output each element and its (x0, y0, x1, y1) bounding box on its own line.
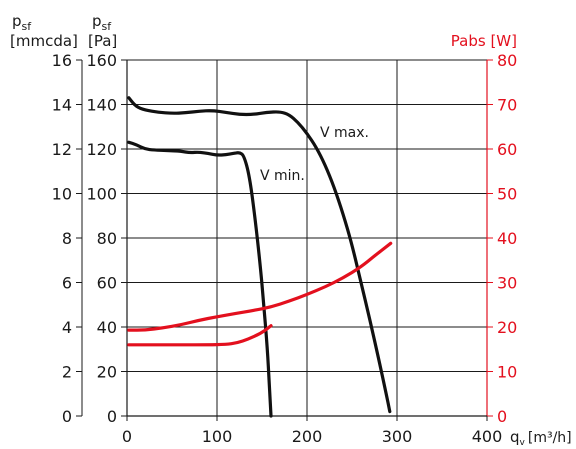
x-axis-title-main: q (510, 428, 520, 446)
y-left-outer-tick-label: 0 (62, 407, 72, 426)
y-left-inner-title-sub: sf (102, 20, 113, 33)
y-left-outer-tick-label: 2 (62, 363, 72, 382)
y-left-inner-tick-label: 20 (97, 363, 117, 382)
y-right-tick-label: 50 (497, 185, 517, 204)
curve-label-v-min: V min. (260, 168, 305, 184)
x-axis-title-unit: [m³/h] (528, 430, 572, 446)
series-line-v-min (127, 140, 273, 418)
x-tick-label: 300 (382, 427, 413, 446)
y-left-inner-tick-label: 100 (86, 185, 117, 204)
y-left-outer-tick-label: 6 (62, 274, 72, 293)
x-axis-title-sub: v (520, 438, 526, 448)
y-right-tick-label: 40 (497, 229, 517, 248)
y-right-title: Pabs [W] (451, 32, 517, 50)
y-left-outer-tick-label: 10 (52, 185, 72, 204)
y-left-inner-title: psf (92, 12, 112, 33)
y-left-outer-title-main: p (12, 12, 22, 30)
y-left-inner-tick-label: 140 (86, 96, 117, 115)
x-tick-label: 0 (122, 427, 132, 446)
x-axis-title: qv [m³/h] (510, 428, 572, 448)
series-line-v-max (127, 96, 392, 414)
y-right-tick-label: 0 (497, 407, 507, 426)
y-left-inner-title-main: p (92, 12, 102, 30)
axes: 0246810121416020406080100120140160010203… (52, 51, 518, 446)
x-tick-label: 400 (472, 427, 503, 446)
y-left-outer-tick-label: 4 (62, 318, 72, 337)
y-left-inner-tick-label: 60 (97, 274, 117, 293)
y-right-tick-label: 20 (497, 318, 517, 337)
y-left-outer-title: psf (12, 12, 32, 33)
y-left-inner-tick-label: 80 (97, 229, 117, 248)
curve-label-v-max: V max. (320, 125, 369, 141)
y-right-tick-label: 30 (497, 274, 517, 293)
y-right-tick-label: 10 (497, 363, 517, 382)
series-line-power-3 (127, 324, 273, 347)
series-line-power-2 (127, 241, 393, 332)
y-right-tick-label: 80 (497, 51, 517, 70)
y-left-inner-tick-label: 0 (107, 407, 117, 426)
y-right-tick-label: 70 (497, 96, 517, 115)
y-left-outer-tick-label: 14 (52, 96, 72, 115)
y-left-outer-title-sub: sf (22, 20, 33, 33)
x-tick-label: 100 (202, 427, 233, 446)
y-left-inner-tick-label: 40 (97, 318, 117, 337)
y-right-tick-label: 60 (497, 140, 517, 159)
y-left-outer-tick-label: 16 (52, 51, 72, 70)
y-left-inner-tick-label: 160 (86, 51, 117, 70)
y-left-outer-tick-label: 8 (62, 229, 72, 248)
y-left-inner-unit: [Pa] (88, 32, 117, 50)
y-left-inner-tick-label: 120 (86, 140, 117, 159)
y-left-outer-tick-label: 12 (52, 140, 72, 159)
x-tick-label: 200 (292, 427, 323, 446)
y-left-outer-unit: [mmcda] (10, 32, 78, 50)
series-layer: V max. V min. (127, 96, 393, 418)
